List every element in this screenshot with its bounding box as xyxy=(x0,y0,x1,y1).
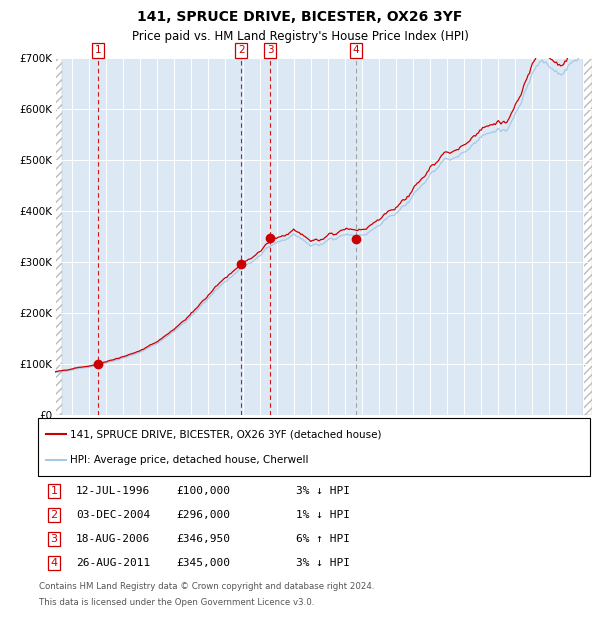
Text: 1: 1 xyxy=(50,486,58,496)
Text: 1% ↓ HPI: 1% ↓ HPI xyxy=(296,510,350,520)
Text: 3% ↓ HPI: 3% ↓ HPI xyxy=(296,558,350,568)
Text: £346,950: £346,950 xyxy=(176,534,230,544)
Text: Contains HM Land Registry data © Crown copyright and database right 2024.: Contains HM Land Registry data © Crown c… xyxy=(39,582,374,591)
Text: 141, SPRUCE DRIVE, BICESTER, OX26 3YF: 141, SPRUCE DRIVE, BICESTER, OX26 3YF xyxy=(137,10,463,24)
Text: HPI: Average price, detached house, Cherwell: HPI: Average price, detached house, Cher… xyxy=(70,454,308,465)
Text: 6% ↑ HPI: 6% ↑ HPI xyxy=(296,534,350,544)
Text: 4: 4 xyxy=(353,45,359,55)
Text: 141, SPRUCE DRIVE, BICESTER, OX26 3YF (detached house): 141, SPRUCE DRIVE, BICESTER, OX26 3YF (d… xyxy=(70,429,382,439)
Text: £345,000: £345,000 xyxy=(176,558,230,568)
Text: 12-JUL-1996: 12-JUL-1996 xyxy=(76,486,150,496)
Text: 3: 3 xyxy=(50,534,58,544)
Text: 3% ↓ HPI: 3% ↓ HPI xyxy=(296,486,350,496)
Text: 1: 1 xyxy=(95,45,101,55)
Text: 2: 2 xyxy=(238,45,244,55)
Text: 03-DEC-2004: 03-DEC-2004 xyxy=(76,510,150,520)
Text: This data is licensed under the Open Government Licence v3.0.: This data is licensed under the Open Gov… xyxy=(39,598,314,607)
Text: 2: 2 xyxy=(50,510,58,520)
Text: 18-AUG-2006: 18-AUG-2006 xyxy=(76,534,150,544)
Text: £296,000: £296,000 xyxy=(176,510,230,520)
Text: £100,000: £100,000 xyxy=(176,486,230,496)
Text: Price paid vs. HM Land Registry's House Price Index (HPI): Price paid vs. HM Land Registry's House … xyxy=(131,30,469,43)
Text: 26-AUG-2011: 26-AUG-2011 xyxy=(76,558,150,568)
Text: 3: 3 xyxy=(267,45,274,55)
Text: 4: 4 xyxy=(50,558,58,568)
